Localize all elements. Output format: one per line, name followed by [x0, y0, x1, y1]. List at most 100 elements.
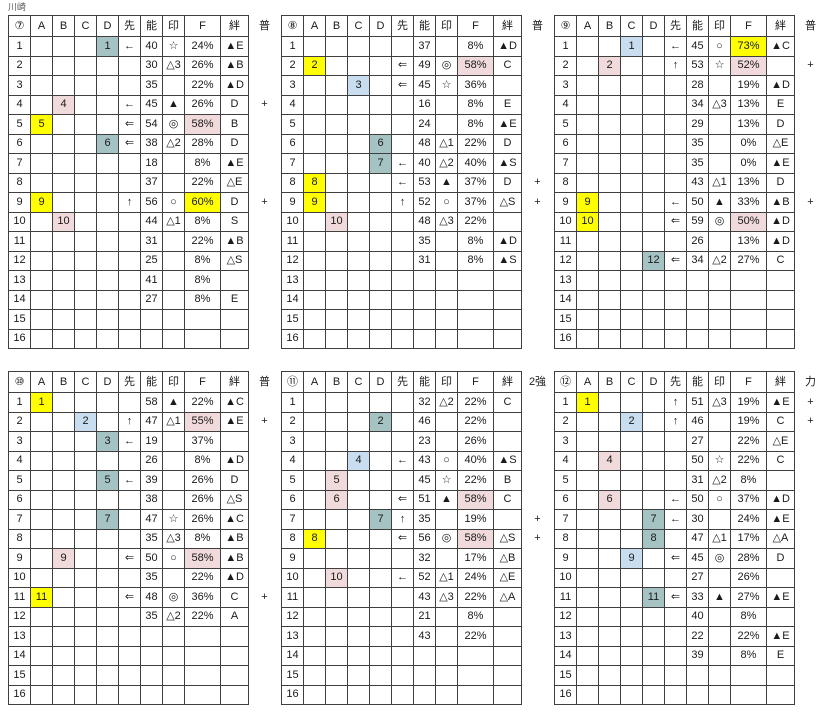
plus-flag-cell[interactable]: [796, 232, 823, 252]
pick-cell-b[interactable]: [598, 509, 621, 530]
pick-cell-a[interactable]: [30, 528, 53, 549]
sheet-label[interactable]: 川崎: [8, 2, 27, 12]
row-number-cell[interactable]: 1: [554, 36, 577, 57]
pick-cell-b[interactable]: 6: [325, 489, 348, 510]
column-header-絆[interactable]: 絆: [220, 371, 249, 393]
row-number-cell[interactable]: 10: [8, 567, 31, 588]
pick-cell-b[interactable]: [325, 684, 348, 705]
plus-flag-cell[interactable]: [796, 568, 823, 588]
pick-cell-b[interactable]: [598, 309, 621, 330]
in-mark-cell[interactable]: ☆: [435, 75, 458, 96]
f-percent-cell[interactable]: 13%: [730, 94, 767, 115]
pick-cell-b[interactable]: [325, 587, 348, 608]
kizuna-cell[interactable]: B: [493, 470, 522, 491]
nou-cell[interactable]: [413, 665, 436, 686]
plus-flag-cell[interactable]: [523, 471, 553, 491]
row-number-cell[interactable]: 1: [8, 392, 31, 413]
row-number-cell[interactable]: 3: [281, 75, 304, 96]
pick-cell-b[interactable]: [598, 192, 621, 213]
in-mark-cell[interactable]: [435, 509, 458, 530]
plus-flag-cell[interactable]: [523, 451, 553, 471]
nou-cell[interactable]: 45: [140, 94, 163, 115]
table-number[interactable]: ⑫: [554, 371, 577, 393]
in-mark-cell[interactable]: [435, 36, 458, 57]
pick-cell-c[interactable]: [620, 470, 643, 491]
kizuna-cell[interactable]: D: [493, 133, 522, 154]
sen-cell[interactable]: [664, 626, 687, 647]
in-mark-cell[interactable]: [708, 567, 731, 588]
row-number-cell[interactable]: 3: [281, 431, 304, 452]
sen-cell[interactable]: [664, 431, 687, 452]
nou-cell[interactable]: 26: [140, 450, 163, 471]
pick-cell-c[interactable]: [74, 450, 97, 471]
plus-flag-cell[interactable]: [523, 432, 553, 452]
pick-cell-d[interactable]: [642, 36, 665, 57]
kizuna-cell[interactable]: [493, 606, 522, 627]
sen-cell[interactable]: ⇐: [664, 548, 687, 569]
column-header-印[interactable]: 印: [162, 371, 185, 393]
sen-cell[interactable]: [664, 665, 687, 686]
pick-cell-c[interactable]: [620, 270, 643, 291]
plus-flag-cell[interactable]: [523, 490, 553, 510]
f-percent-cell[interactable]: 24%: [730, 509, 767, 530]
pick-cell-a[interactable]: [576, 75, 599, 96]
plus-flag-cell[interactable]: [250, 646, 280, 666]
nou-cell[interactable]: 23: [413, 431, 436, 452]
nou-cell[interactable]: 35: [686, 133, 709, 154]
column-header-D[interactable]: D: [96, 371, 119, 393]
column-header-C[interactable]: C: [74, 15, 97, 37]
plus-flag-cell[interactable]: [250, 134, 280, 154]
kizuna-cell[interactable]: C: [766, 411, 795, 432]
f-percent-cell[interactable]: 17%: [457, 548, 494, 569]
row-number-cell[interactable]: 6: [281, 489, 304, 510]
sen-cell[interactable]: ⇐: [391, 489, 414, 510]
in-mark-cell[interactable]: [435, 231, 458, 252]
pick-cell-a[interactable]: [30, 36, 53, 57]
pick-cell-a[interactable]: [303, 94, 326, 115]
kizuna-cell[interactable]: [220, 665, 249, 686]
pick-cell-c[interactable]: [620, 231, 643, 252]
pick-cell-c[interactable]: [620, 509, 643, 530]
nou-cell[interactable]: 41: [140, 270, 163, 291]
kizuna-cell[interactable]: ▲E: [766, 509, 795, 530]
pick-cell-b[interactable]: [52, 450, 75, 471]
pick-cell-d[interactable]: [642, 133, 665, 154]
table-number[interactable]: ⑦: [8, 15, 31, 37]
pick-cell-c[interactable]: [74, 270, 97, 291]
pick-cell-c[interactable]: [74, 548, 97, 569]
pick-cell-a[interactable]: [30, 289, 53, 310]
plus-flag-cell[interactable]: +: [807, 195, 814, 208]
plus-flag-cell[interactable]: [523, 666, 553, 686]
kizuna-cell[interactable]: C: [493, 55, 522, 76]
f-percent-cell[interactable]: 22%: [730, 450, 767, 471]
f-percent-cell[interactable]: 8%: [184, 289, 221, 310]
f-percent-cell[interactable]: [730, 665, 767, 686]
pick-cell-a[interactable]: 8: [303, 172, 326, 193]
sen-cell[interactable]: [118, 153, 141, 174]
f-percent-cell[interactable]: [730, 684, 767, 705]
pick-cell-b[interactable]: [52, 567, 75, 588]
kizuna-cell[interactable]: [766, 665, 795, 686]
nou-cell[interactable]: [140, 684, 163, 705]
in-mark-cell[interactable]: [162, 289, 185, 310]
pick-cell-c[interactable]: [620, 528, 643, 549]
row-number-cell[interactable]: 11: [8, 587, 31, 608]
in-mark-cell[interactable]: △3: [708, 392, 731, 413]
kizuna-cell[interactable]: [766, 328, 795, 349]
f-percent-cell[interactable]: [730, 328, 767, 349]
kizuna-cell[interactable]: △A: [766, 528, 795, 549]
pick-cell-b[interactable]: [325, 328, 348, 349]
pick-cell-b[interactable]: 2: [598, 55, 621, 76]
plus-flag-cell[interactable]: [250, 685, 280, 705]
pick-cell-a[interactable]: [303, 36, 326, 57]
plus-flag-cell[interactable]: [250, 290, 280, 310]
sen-cell[interactable]: [391, 606, 414, 627]
row-number-cell[interactable]: 14: [554, 289, 577, 310]
sen-cell[interactable]: ⇐: [664, 211, 687, 232]
kizuna-cell[interactable]: ▲D: [766, 75, 795, 96]
f-percent-cell[interactable]: 37%: [457, 172, 494, 193]
f-percent-cell[interactable]: 0%: [730, 133, 767, 154]
column-header-F[interactable]: F: [730, 15, 767, 37]
f-percent-cell[interactable]: [457, 289, 494, 310]
pick-cell-b[interactable]: [52, 431, 75, 452]
